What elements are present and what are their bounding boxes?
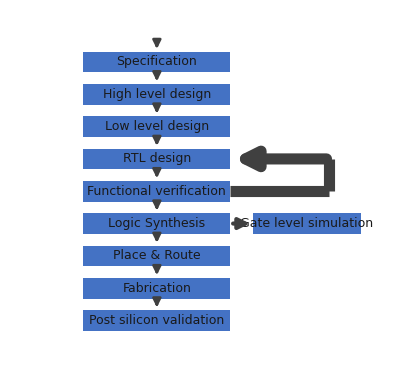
Text: High level design: High level design bbox=[103, 88, 211, 101]
Text: Logic Synthesis: Logic Synthesis bbox=[108, 217, 206, 230]
FancyBboxPatch shape bbox=[83, 245, 230, 266]
FancyBboxPatch shape bbox=[83, 278, 230, 298]
Text: Functional verification: Functional verification bbox=[87, 185, 226, 198]
FancyBboxPatch shape bbox=[83, 116, 230, 137]
FancyBboxPatch shape bbox=[83, 51, 230, 72]
FancyBboxPatch shape bbox=[83, 310, 230, 331]
FancyBboxPatch shape bbox=[83, 84, 230, 105]
Text: Gate level simulation: Gate level simulation bbox=[240, 217, 374, 230]
FancyBboxPatch shape bbox=[83, 213, 230, 234]
FancyBboxPatch shape bbox=[83, 181, 230, 201]
FancyBboxPatch shape bbox=[83, 148, 230, 169]
Text: Specification: Specification bbox=[117, 56, 197, 69]
Text: Place & Route: Place & Route bbox=[113, 250, 201, 262]
Text: Low level design: Low level design bbox=[105, 120, 209, 133]
FancyBboxPatch shape bbox=[253, 213, 361, 234]
Text: RTL design: RTL design bbox=[123, 153, 191, 166]
Text: Fabrication: Fabrication bbox=[122, 282, 191, 295]
Text: Post silicon validation: Post silicon validation bbox=[89, 314, 225, 327]
